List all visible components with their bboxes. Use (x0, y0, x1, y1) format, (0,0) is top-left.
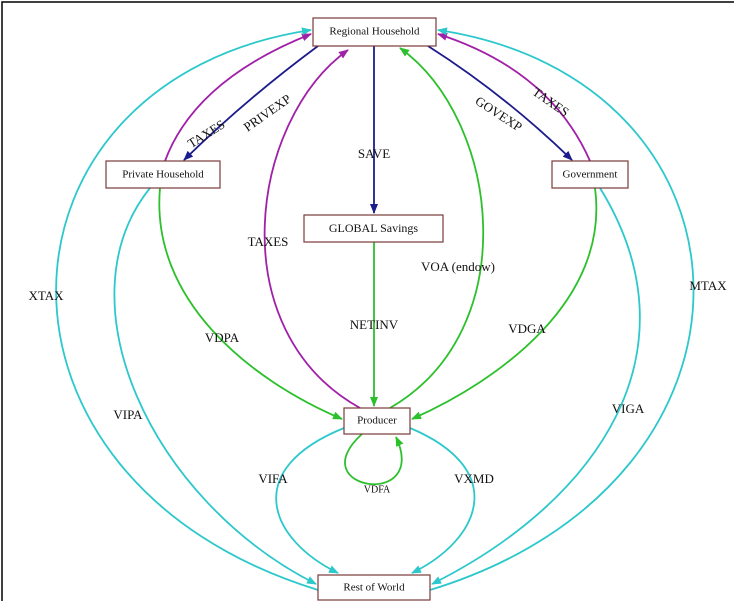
edges (55, 27, 695, 591)
node: Producer (343, 407, 411, 435)
edge (263, 49, 361, 409)
node-label: Rest of World (343, 582, 405, 594)
edge-label: VDPA (205, 330, 240, 345)
edge-label: TAXES (530, 84, 572, 120)
edge-label: VDFA (364, 484, 391, 495)
edge (164, 33, 312, 162)
edge-label: VDGA (508, 321, 546, 336)
edge-label: VIPA (113, 407, 143, 422)
edge-label: TAXES (248, 234, 289, 249)
edge (427, 45, 573, 161)
node: Private Household (105, 160, 221, 189)
edge (113, 187, 317, 585)
edge (158, 187, 343, 420)
edge (431, 187, 641, 585)
edge-label: VOA (endow) (421, 259, 495, 274)
edge (389, 47, 485, 409)
node-box (317, 574, 431, 601)
edge-label: PRIVEXP (241, 91, 294, 134)
node: Regional Household (312, 17, 437, 47)
node-box (551, 160, 629, 189)
edge (344, 433, 404, 486)
node-box (312, 17, 437, 47)
edge (437, 32, 591, 162)
edge-label: MTAX (689, 278, 727, 293)
edge (55, 27, 319, 591)
node-label: Private Household (122, 169, 204, 181)
node-label: Government (563, 169, 618, 181)
node-box (303, 214, 444, 243)
edge-label: SAVE (358, 146, 390, 161)
edge-label: VXMD (454, 471, 494, 486)
edge-label: XTAX (28, 288, 64, 303)
node-label: Regional Household (329, 26, 420, 38)
edge-label: GOVEXP (473, 93, 525, 134)
edge (275, 427, 345, 574)
edge-label: VIGA (612, 401, 645, 416)
edge-label: NETINV (350, 317, 399, 332)
node-box (105, 160, 221, 189)
node-label: GLOBAL Savings (329, 221, 419, 235)
edge (409, 427, 476, 574)
node: GLOBAL Savings (303, 214, 444, 243)
edge (411, 187, 598, 420)
node-label: Producer (357, 415, 397, 427)
edge-label: TAXES (185, 117, 228, 151)
edge (429, 27, 695, 591)
node: Rest of World (317, 574, 431, 601)
node: Government (551, 160, 629, 189)
edge-label: VIFA (258, 471, 288, 486)
edge (183, 45, 319, 161)
node-box (343, 407, 411, 435)
